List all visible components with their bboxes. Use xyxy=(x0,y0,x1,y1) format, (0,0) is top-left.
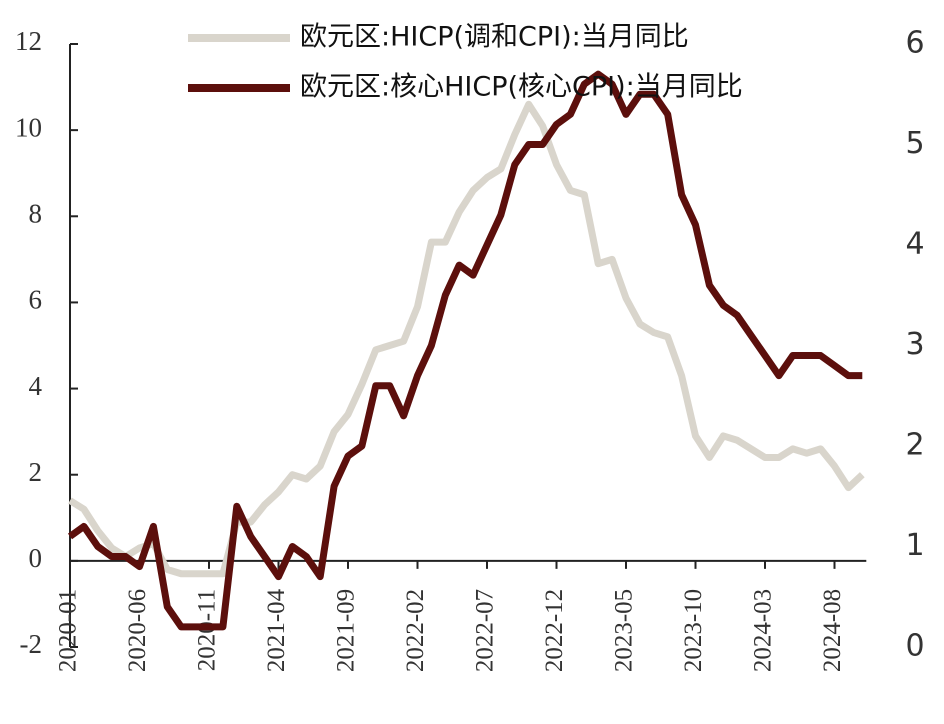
y-tick-label: -2 xyxy=(20,629,43,659)
x-tick-label: 2023-05 xyxy=(611,589,638,672)
x-tick-label: 2024-03 xyxy=(750,589,777,672)
x-tick-label: 2020-01 xyxy=(55,589,82,672)
y2-tick-label: 5 xyxy=(905,126,924,161)
y2-tick-label: 4 xyxy=(905,227,924,262)
x-tick-label: 2022-07 xyxy=(472,589,499,672)
y-tick-label: 2 xyxy=(29,457,43,487)
y2-tick-label: 3 xyxy=(905,327,924,362)
x-tick-label: 2022-12 xyxy=(541,589,568,672)
legend-label: 欧元区:HICP(调和CPI):当月同比 xyxy=(300,22,689,53)
y2-tick-label: 1 xyxy=(905,528,924,563)
y2-tick-label: 0 xyxy=(905,629,924,664)
x-tick-label: 2023-10 xyxy=(680,589,707,672)
y2-tick-label: 2 xyxy=(905,428,924,463)
y-tick-label: 10 xyxy=(15,112,42,142)
y-tick-label: 12 xyxy=(15,26,42,56)
x-tick-label: 2022-02 xyxy=(402,589,429,672)
x-tick-label: 2024-08 xyxy=(819,589,846,672)
series-line xyxy=(68,100,865,578)
x-tick-label: 2021-04 xyxy=(263,588,290,672)
y2-tick-label: 6 xyxy=(905,26,924,61)
x-tick-label: 2020-06 xyxy=(124,589,151,672)
x-tick-label: 2021-09 xyxy=(333,589,360,672)
legend-label: 欧元区:核心HICP(核心CPI):当月同比 xyxy=(300,72,743,103)
y-tick-label: 6 xyxy=(29,285,43,315)
series-line xyxy=(67,70,863,631)
y-tick-label: 8 xyxy=(29,198,43,228)
y-tick-label: 4 xyxy=(29,371,43,401)
y-tick-label: 0 xyxy=(29,543,43,573)
